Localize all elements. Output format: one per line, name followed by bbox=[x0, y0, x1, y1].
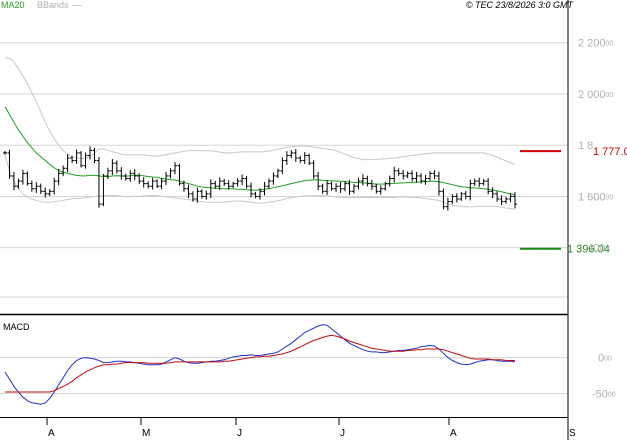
x-tick-label: J bbox=[237, 428, 242, 439]
macd-gridlines bbox=[0, 357, 568, 394]
macd-panel-title: MACD bbox=[3, 322, 30, 332]
macd-axis-labels: 000 -5000 bbox=[592, 353, 616, 401]
price-tick-label: 1 400 bbox=[578, 243, 606, 255]
price-tick-label: 2 00000 bbox=[578, 89, 613, 101]
macd-tick-label-decimals: 00 bbox=[604, 356, 612, 363]
price-levels: 1 777.0 1 396.04 bbox=[520, 146, 627, 256]
x-tick-label: S bbox=[569, 428, 576, 439]
support-label: 1 396.04 bbox=[567, 244, 610, 256]
x-tick-label: M bbox=[142, 428, 150, 439]
macd-tick-label-decimals: 00 bbox=[608, 391, 616, 398]
bband-lower bbox=[4, 155, 516, 210]
macd-tick-label: -5000 bbox=[592, 388, 616, 400]
price-tick-label-decimals: 00 bbox=[606, 92, 614, 99]
legend-bbands-swatch bbox=[72, 5, 82, 6]
price-axis-labels: 2 20000 2 00000 1 8 1 60000 1 400 bbox=[578, 38, 613, 255]
chart-frame bbox=[0, 0, 569, 440]
x-tick-label: A bbox=[48, 428, 55, 439]
price-tick-label: 1 8 bbox=[578, 140, 593, 152]
price-tick-label: 1 60000 bbox=[578, 191, 613, 203]
legend-ma20[interactable]: MA20 bbox=[1, 0, 25, 10]
copyright-text: © TEC 23/8/2026 3:0 GMT bbox=[465, 0, 573, 10]
x-tick-label: A bbox=[450, 428, 457, 439]
price-bars bbox=[3, 146, 517, 211]
price-tick-label-decimals: 00 bbox=[606, 41, 614, 48]
macd-line bbox=[4, 324, 516, 405]
x-tick-label: J bbox=[340, 428, 345, 439]
legend-bbands[interactable]: BBands bbox=[37, 0, 69, 10]
price-tick-label-decimals: 00 bbox=[606, 194, 614, 201]
resistance-label: 1 777.0 bbox=[593, 146, 627, 158]
signal-line bbox=[5, 334, 515, 393]
macd-tick-label: 000 bbox=[598, 353, 612, 365]
price-tick-label: 2 20000 bbox=[578, 38, 613, 50]
macd-lines bbox=[4, 324, 516, 405]
